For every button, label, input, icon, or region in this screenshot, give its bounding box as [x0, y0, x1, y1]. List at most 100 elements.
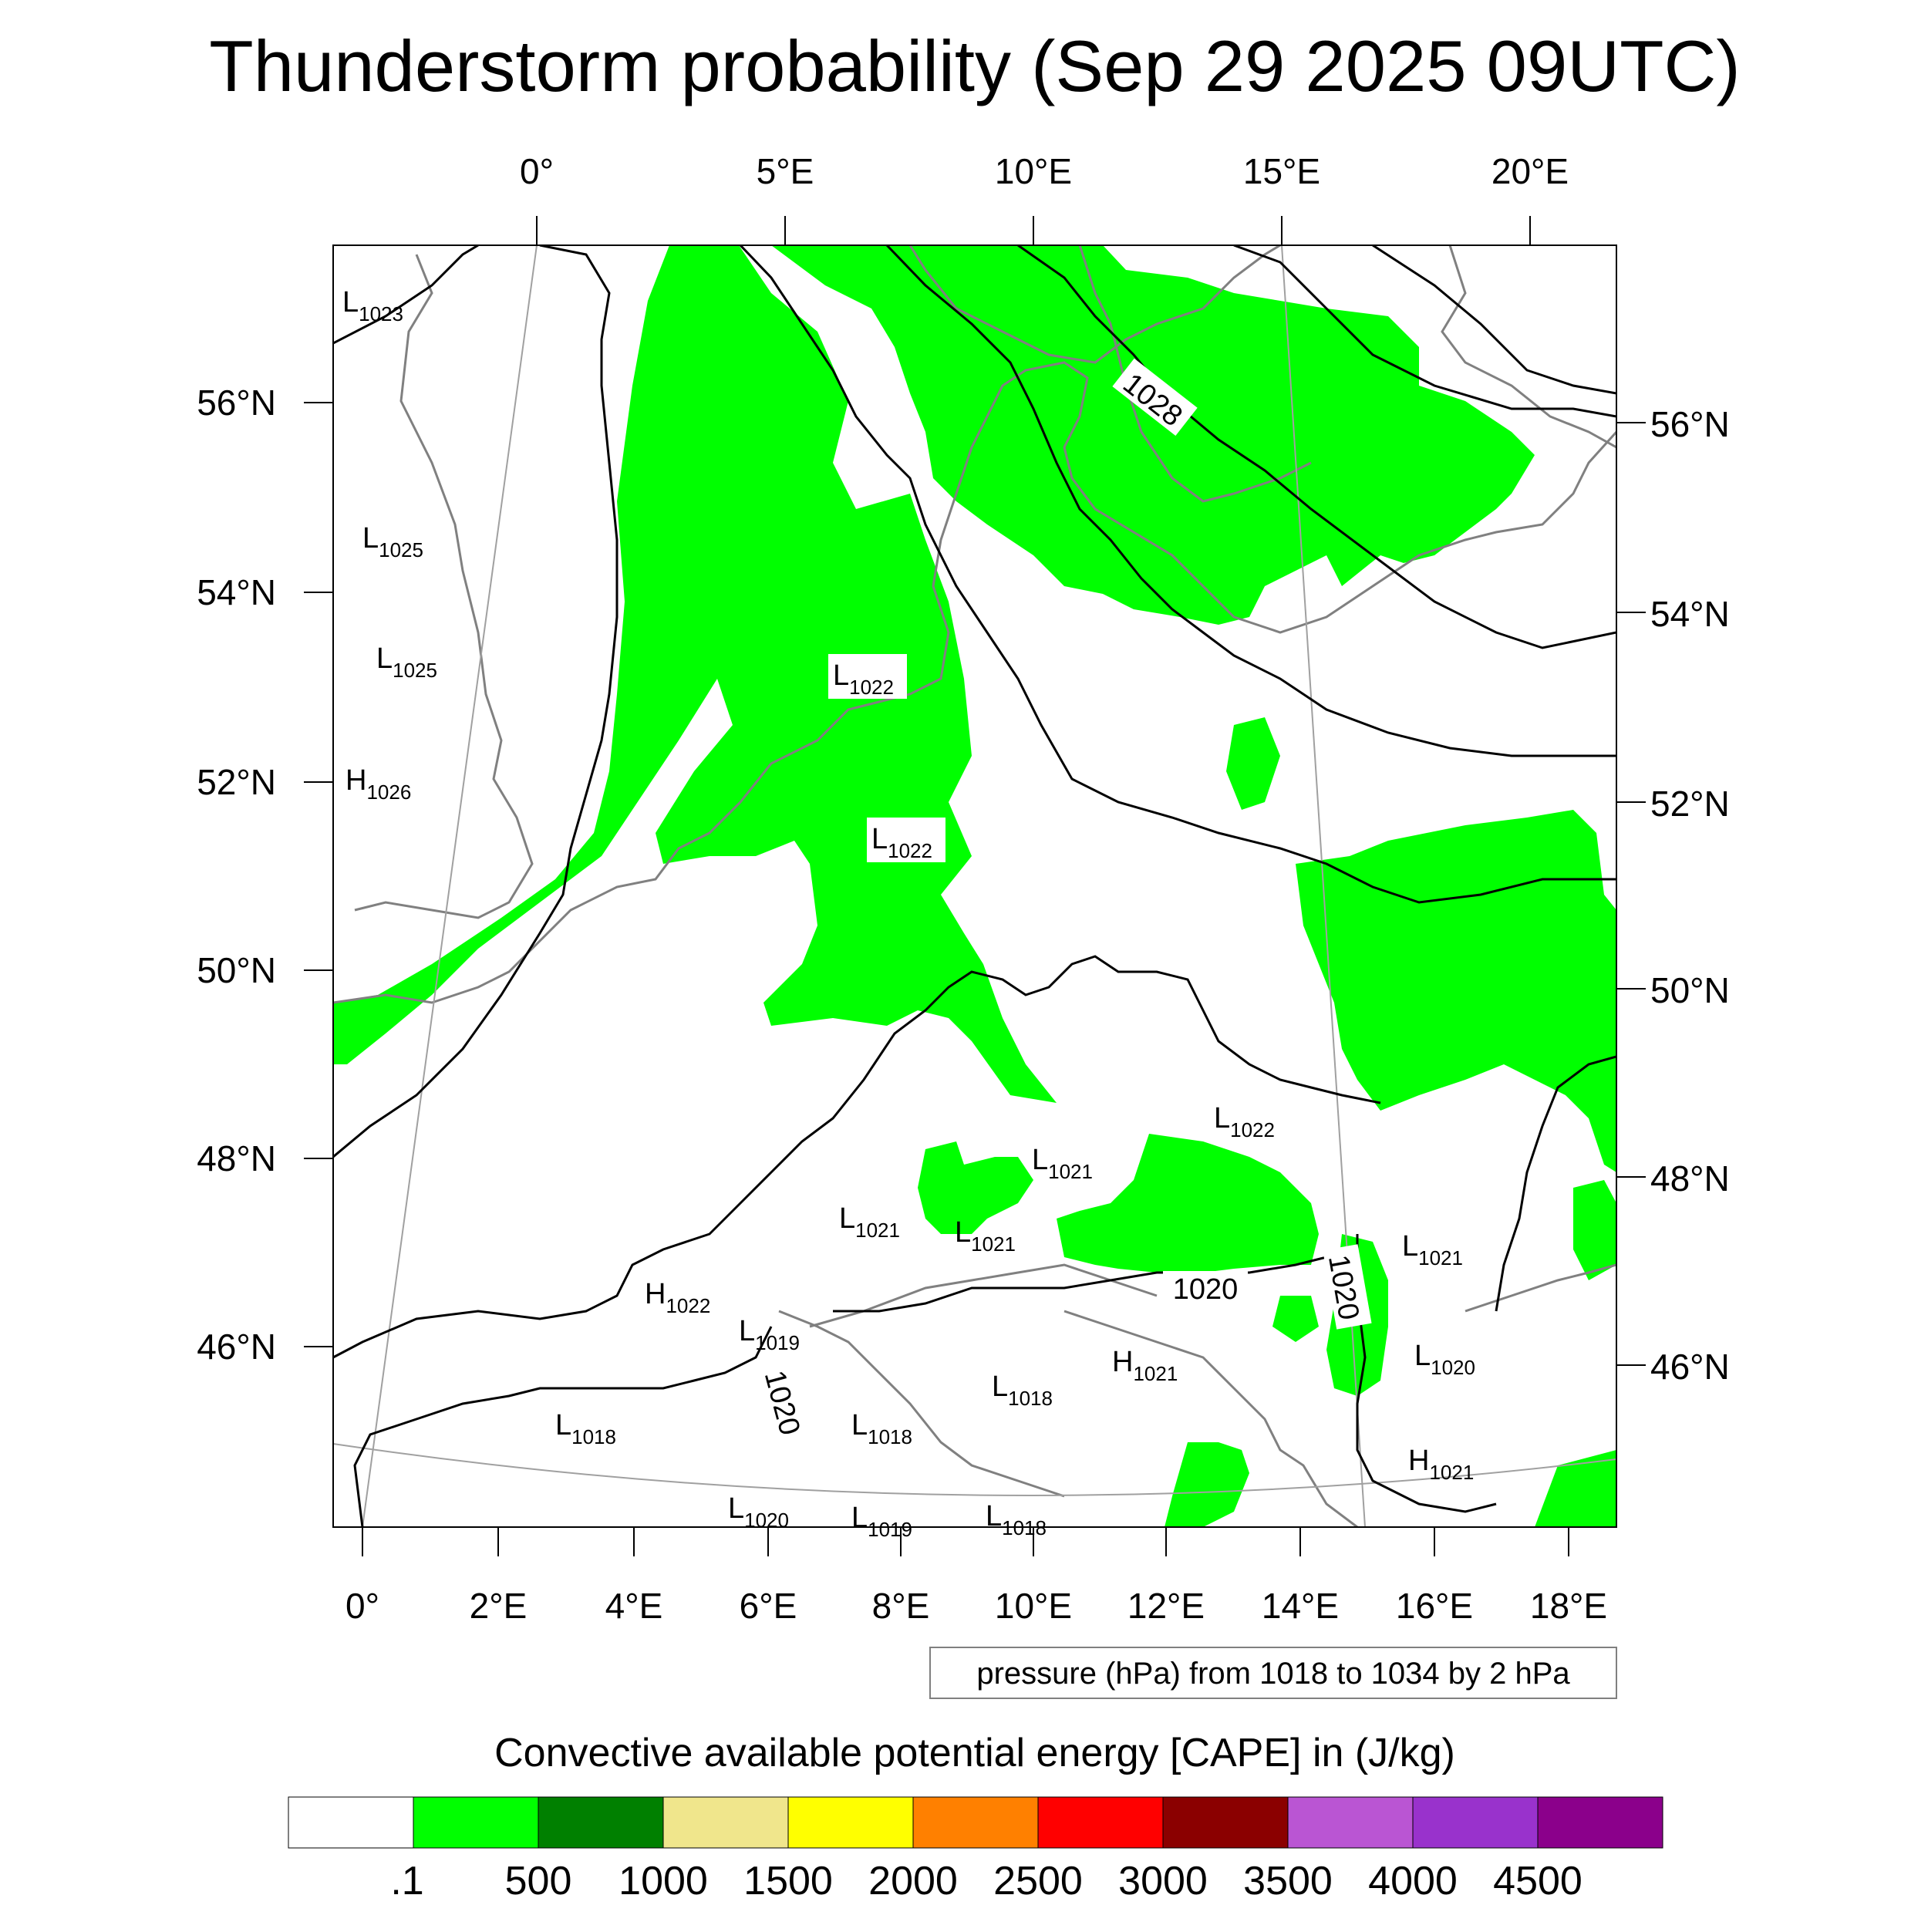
bottom-lon-label: 14°E: [1262, 1586, 1339, 1626]
coastline-britain-east: [354, 254, 534, 919]
top-longitude-axis: 0° 5°E 10°E 15°E 20°E: [520, 151, 1569, 245]
pressure-center-label: L1020: [728, 1492, 789, 1532]
right-lat-label: 50°N: [1650, 970, 1730, 1010]
pressure-center-label: L1018: [986, 1500, 1047, 1539]
map-area: [332, 244, 1617, 1528]
isobar-value-labels: 1028 1020 1020 1020: [758, 358, 1372, 1445]
left-lat-label: 46°N: [197, 1327, 276, 1367]
pressure-center-label: L1025: [376, 642, 437, 682]
contour-info-box: [929, 1647, 1617, 1699]
pressure-center-text: L1021: [1032, 1144, 1093, 1183]
left-lat-label: 54°N: [197, 572, 276, 612]
bottom-lon-label: 2°E: [470, 1586, 528, 1626]
colorbar-label: 4000: [1368, 1859, 1458, 1903]
top-lon-label: 15°E: [1243, 151, 1320, 191]
parallel-45n: [333, 1443, 1616, 1496]
pressure-center-label: L1018: [555, 1409, 616, 1448]
bottom-lon-label: 12°E: [1127, 1586, 1205, 1626]
map-title: Thunderstorm probability (Sep 29 2025 09…: [209, 25, 1740, 106]
left-lat-label: 56°N: [197, 383, 276, 423]
border-alps: [809, 1263, 1158, 1328]
coastline-sweden: [1078, 245, 1312, 503]
pressure-center-text: L1023: [342, 286, 403, 325]
isobar-1: [333, 245, 479, 345]
colorbar-swatch: [1037, 1796, 1164, 1849]
right-lat-label: 54°N: [1650, 594, 1730, 634]
colorbar-swatch: [1537, 1796, 1663, 1849]
pressure-center-labels: L1023 L1025 L1025 H1026 L1022 L1022 L1022 L1021…: [342, 286, 1475, 1541]
pressure-center-label: L1022: [867, 818, 945, 862]
bottom-longitude-axis: 0° 2°E 4°E 6°E 8°E 10°E 12°E 14°E 16°E 1…: [345, 1527, 1607, 1626]
colorbar-label: 2000: [868, 1859, 958, 1903]
colorbar-swatch: [787, 1796, 914, 1849]
pressure-center-text: L1018: [992, 1371, 1053, 1410]
pressure-center-text: L1020: [728, 1492, 789, 1532]
pressure-center-label: L1019: [739, 1315, 800, 1354]
top-lon-label: 20°E: [1492, 151, 1569, 191]
pressure-center-label: H1026: [345, 764, 411, 804]
colorbar-swatch: [912, 1796, 1039, 1849]
pressure-center-label: L1018: [851, 1409, 912, 1448]
pressure-center-text: L1018: [555, 1409, 616, 1448]
bottom-lon-label: 4°E: [605, 1586, 663, 1626]
colorbar-label: 2500: [993, 1859, 1083, 1903]
right-lat-label: 46°N: [1650, 1347, 1730, 1387]
left-latitude-axis: 56°N 54°N 52°N 50°N 48°N 46°N: [197, 383, 333, 1367]
isobar-7: [1372, 245, 1616, 395]
pressure-center-text: L1018: [986, 1500, 1047, 1539]
border-balkans: [1465, 1263, 1616, 1313]
pressure-center-text: L1025: [362, 522, 423, 561]
cape-area-alps-north: [1057, 1134, 1319, 1273]
isobar-5: [1017, 245, 1616, 649]
cape-area-poland: [1226, 717, 1280, 810]
cape-area-central-east: [1296, 810, 1616, 1172]
pressure-center-text: L1022: [1214, 1102, 1275, 1141]
pressure-center-text: L1025: [376, 642, 437, 682]
colorbar-label: 3500: [1243, 1859, 1333, 1903]
pressure-center-label: L1018: [992, 1371, 1053, 1410]
pressure-center-text: L1019: [739, 1315, 800, 1354]
right-lat-label: 52°N: [1650, 784, 1730, 824]
isobars: [333, 245, 1616, 1527]
cape-area-southeast: [1535, 1450, 1616, 1527]
isobar-1020-hungary: [1495, 1055, 1616, 1312]
colorbar-label: 1500: [743, 1859, 833, 1903]
isobar-6: [1233, 245, 1616, 418]
pressure-center-label: L1022: [1214, 1102, 1275, 1141]
bottom-lon-label: 6°E: [740, 1586, 797, 1626]
bottom-lon-label: 16°E: [1396, 1586, 1473, 1626]
bottom-lon-label: 18°E: [1530, 1586, 1607, 1626]
pressure-center-text: L1021: [955, 1216, 1016, 1256]
pressure-center-label: L1021: [1402, 1230, 1463, 1269]
pressure-center-label: H1021: [1408, 1445, 1474, 1484]
colorbar-title: Convective available potential energy [C…: [494, 1731, 1455, 1775]
colorbar-label: 3000: [1118, 1859, 1208, 1903]
right-lat-label: 48°N: [1650, 1158, 1730, 1199]
colorbar-swatch: [288, 1796, 414, 1849]
pressure-center-text: H1021: [1112, 1346, 1178, 1385]
pressure-center-text: L1021: [839, 1202, 900, 1242]
pressure-center-text: H1021: [1408, 1445, 1474, 1484]
top-lon-label: 0°: [520, 151, 554, 191]
colorbar-swatch: [538, 1796, 664, 1849]
colorbar-swatch: [1287, 1796, 1414, 1849]
bottom-lon-label: 0°: [345, 1586, 379, 1626]
pressure-center-label: L1021: [1032, 1144, 1093, 1183]
pressure-center-label: L1020: [1414, 1340, 1475, 1379]
left-lat-label: 50°N: [197, 950, 276, 990]
pressure-center-label: L1021: [955, 1216, 1016, 1256]
left-lat-label: 52°N: [197, 762, 276, 802]
bottom-lon-label: 10°E: [995, 1586, 1072, 1626]
meridian-0: [362, 245, 538, 1527]
map-frame: [332, 244, 1617, 1528]
pressure-center-text: H1022: [645, 1278, 710, 1317]
bottom-lon-label: 8°E: [872, 1586, 930, 1626]
pressure-center-text: L1022: [871, 823, 932, 862]
colorbar-label: 1000: [619, 1859, 708, 1903]
pressure-center-label: L1025: [362, 522, 423, 561]
pressure-center-text: L1022: [833, 659, 894, 699]
colorbar-label: .1: [390, 1859, 423, 1903]
left-lat-label: 48°N: [197, 1138, 276, 1178]
coastlines: [333, 245, 1616, 1527]
pressure-center-label: H1022: [645, 1278, 710, 1317]
